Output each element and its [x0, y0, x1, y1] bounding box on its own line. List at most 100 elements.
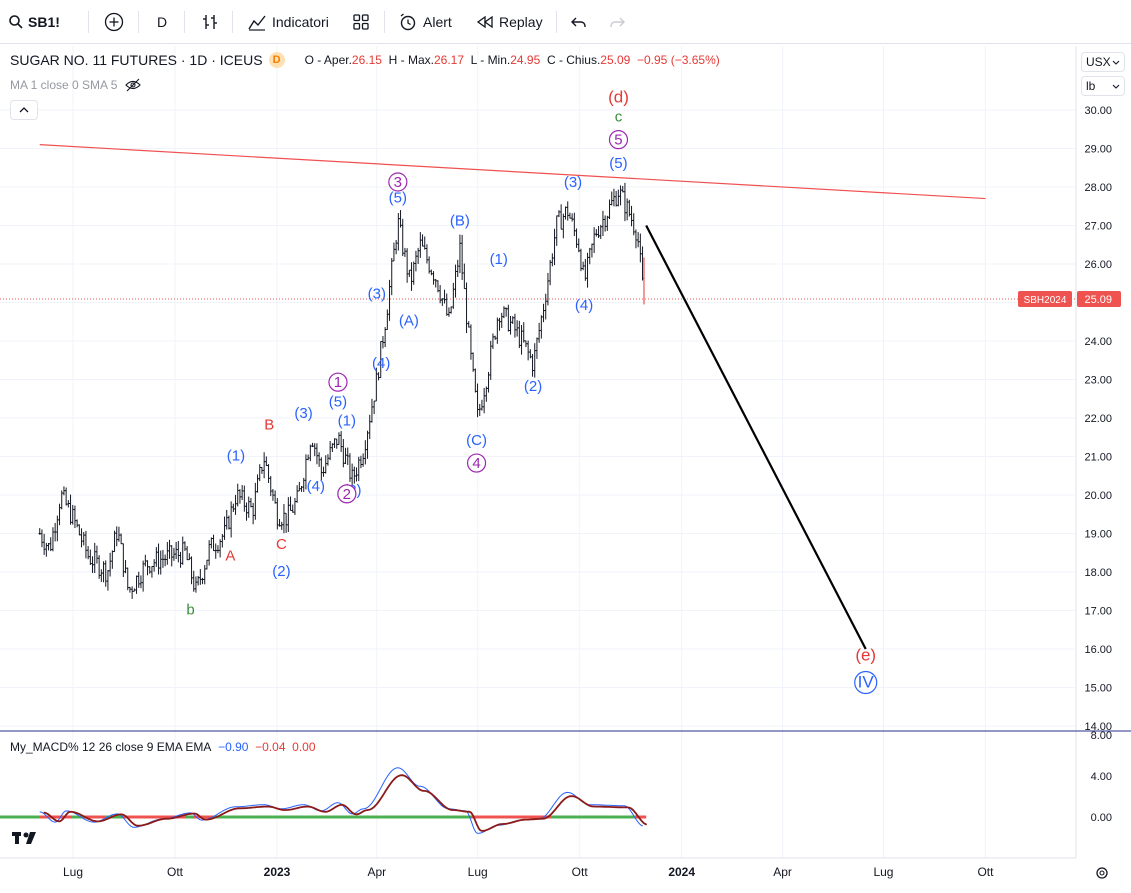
- ohlc-bar: [608, 199, 611, 220]
- collapse-legend-button[interactable]: [10, 100, 38, 120]
- currency-select[interactable]: USX: [1081, 52, 1125, 72]
- alert-button[interactable]: Alert: [398, 8, 452, 36]
- replay-button[interactable]: Replay: [476, 8, 543, 36]
- symbol-search-button[interactable]: SB1!: [8, 8, 60, 36]
- wave-label[interactable]: 3: [388, 172, 408, 192]
- ohlc-bar: [53, 522, 57, 542]
- wave-label[interactable]: IV: [854, 670, 878, 695]
- wave-label[interactable]: (3): [368, 286, 386, 303]
- wave-label-text: (4): [575, 297, 593, 314]
- wave-label[interactable]: 4: [466, 453, 487, 473]
- wave-label[interactable]: (A): [399, 313, 419, 330]
- ohlc-bar: [482, 387, 486, 414]
- wave-label[interactable]: 5: [608, 130, 629, 150]
- wave-label[interactable]: B: [264, 417, 274, 434]
- wave-label-text: (4): [372, 355, 390, 372]
- price-tick-label: 26.00: [1084, 259, 1112, 271]
- change-value: −0.95: [636, 53, 668, 67]
- wave-label[interactable]: 1: [328, 372, 348, 392]
- ohlc-bar: [320, 457, 323, 481]
- ohlc-bar: [254, 482, 257, 520]
- interval-button[interactable]: D: [157, 14, 168, 30]
- ohlc-bar: [229, 501, 233, 538]
- time-tick-label: Lug: [63, 865, 83, 879]
- unit-select[interactable]: lb: [1081, 76, 1125, 96]
- hidden-eye-icon[interactable]: [125, 78, 142, 92]
- ohlc-bar: [73, 505, 77, 529]
- compare-button[interactable]: [104, 8, 124, 36]
- indicators-button[interactable]: Indicatori: [247, 8, 329, 36]
- ohlc-bar: [423, 236, 426, 250]
- wave-label[interactable]: (B): [450, 213, 470, 230]
- ohlc-bar: [93, 542, 96, 574]
- wave-label[interactable]: (4): [575, 297, 593, 314]
- redo-button[interactable]: [608, 8, 626, 36]
- alarm-clock-icon: [400, 13, 416, 31]
- ohlc-bar: [432, 271, 435, 285]
- ohlc-bar: [201, 577, 204, 585]
- tradingview-logo[interactable]: [12, 832, 36, 844]
- ohlc-bar: [463, 263, 466, 290]
- wave-label[interactable]: (5): [329, 393, 347, 410]
- ohlc-bar: [69, 494, 72, 525]
- wave-label[interactable]: (1): [227, 447, 245, 464]
- chart-type-button[interactable]: [200, 8, 220, 36]
- resistance-trendline[interactable]: [39, 144, 986, 200]
- wave-label[interactable]: b: [186, 601, 194, 618]
- wave-label[interactable]: (e): [855, 646, 876, 665]
- wave-label[interactable]: (5): [389, 189, 407, 206]
- symbol-price-tag-text: SBH2024: [1024, 295, 1067, 306]
- delayed-badge[interactable]: D: [268, 52, 285, 68]
- ohlc-bar: [75, 519, 79, 528]
- wave-label-text: C: [276, 536, 287, 553]
- ohlc-bar: [157, 543, 160, 575]
- ohlc-bar: [256, 474, 259, 493]
- wave-label[interactable]: (3): [294, 405, 312, 422]
- time-tick-label: Ott: [572, 865, 589, 879]
- wave-label[interactable]: (d): [608, 87, 629, 106]
- settings-gear-icon[interactable]: [1096, 867, 1108, 879]
- ohlc-bar: [610, 191, 613, 206]
- ohlc-bar: [298, 481, 301, 492]
- ma-legend[interactable]: MA 1 close 0 SMA 5: [10, 78, 142, 92]
- macd-tick-label: 4.00: [1091, 771, 1112, 783]
- chart-title: SUGAR NO. 11 FUTURES · 1D · ICEUS: [10, 52, 263, 68]
- wave-label[interactable]: (3): [564, 174, 582, 191]
- price-tick-label: 21.00: [1084, 452, 1112, 464]
- ohlc-bar: [603, 215, 607, 232]
- ohlc-bar: [430, 269, 433, 276]
- ohlc-bar: [159, 550, 162, 575]
- wave-label[interactable]: (2): [272, 563, 290, 580]
- wave-label[interactable]: (1): [490, 251, 508, 268]
- wave-label[interactable]: 2: [337, 484, 357, 504]
- wave-label[interactable]: (4): [307, 478, 325, 495]
- wave-label[interactable]: C: [276, 536, 287, 553]
- ohlc-bar: [628, 199, 631, 217]
- ohlc-bar: [515, 320, 519, 337]
- low-label: L - Min.: [470, 53, 511, 67]
- wave-label[interactable]: (4): [372, 355, 390, 372]
- ohlc-bar: [511, 316, 514, 324]
- ohlc-bar: [170, 545, 173, 567]
- undo-button[interactable]: [570, 8, 588, 36]
- projection-line[interactable]: [645, 224, 867, 650]
- ohlc-bar: [630, 205, 633, 227]
- wave-label[interactable]: (1): [338, 413, 356, 430]
- wave-label[interactable]: (5): [609, 155, 627, 172]
- wave-label-text: (4): [307, 478, 325, 495]
- wave-label[interactable]: A: [225, 547, 235, 564]
- ohlc-bar: [326, 454, 330, 466]
- ohlc-bar: [441, 298, 444, 306]
- layouts-button[interactable]: [352, 8, 370, 36]
- wave-label[interactable]: (C): [466, 432, 487, 449]
- time-tick-label: Lug: [873, 865, 893, 879]
- ohlc-bar: [408, 269, 411, 277]
- ohlc-bar: [469, 324, 473, 360]
- wave-label[interactable]: (2): [524, 378, 542, 395]
- wave-label[interactable]: c: [615, 109, 623, 126]
- ohlc-bar: [339, 431, 343, 452]
- wave-label-text: 2: [343, 486, 351, 503]
- ohlc-bar: [410, 262, 413, 291]
- ohlc-bar: [557, 210, 561, 218]
